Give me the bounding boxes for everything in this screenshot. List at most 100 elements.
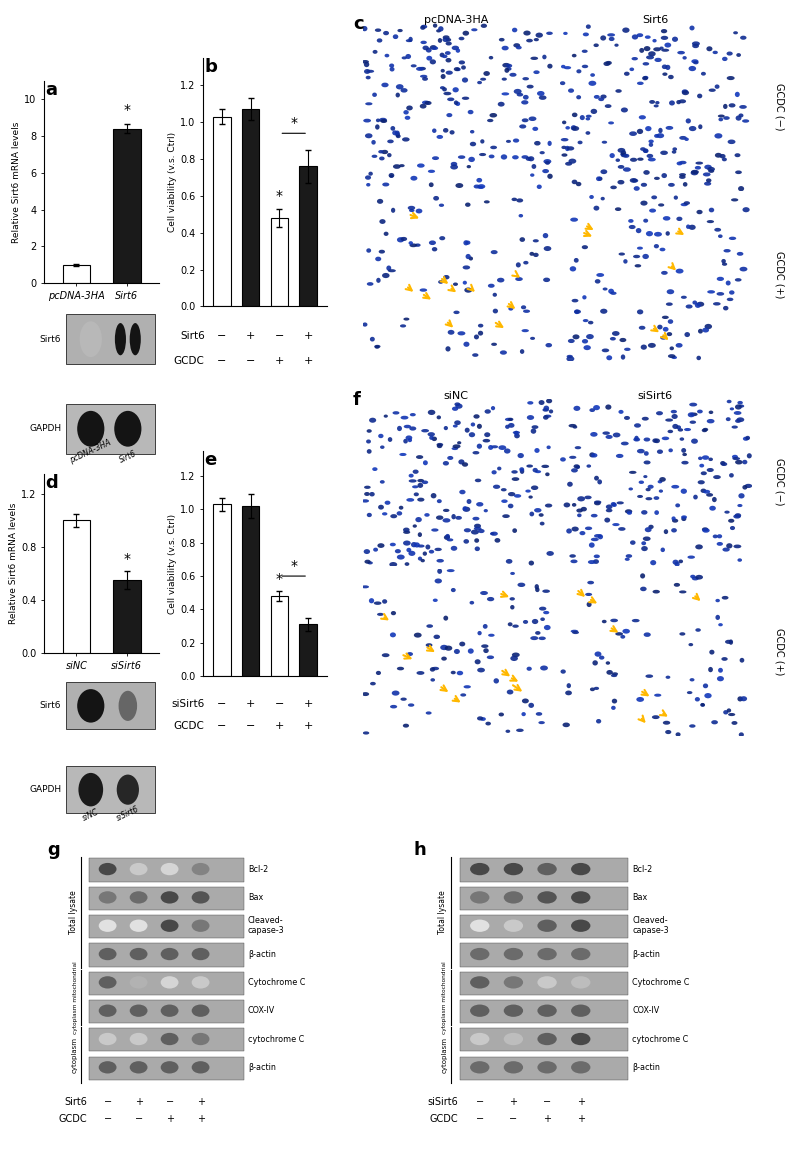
Ellipse shape — [446, 113, 453, 117]
Ellipse shape — [701, 472, 707, 475]
Ellipse shape — [130, 323, 141, 355]
Ellipse shape — [433, 23, 438, 28]
Ellipse shape — [417, 670, 425, 675]
Text: Bcl-2: Bcl-2 — [248, 865, 268, 874]
Ellipse shape — [130, 919, 147, 932]
Ellipse shape — [99, 919, 116, 932]
Ellipse shape — [654, 104, 658, 108]
Ellipse shape — [565, 162, 572, 165]
Ellipse shape — [745, 436, 750, 440]
Ellipse shape — [698, 457, 702, 460]
Ellipse shape — [391, 612, 396, 615]
Text: −: − — [104, 1097, 112, 1107]
Ellipse shape — [701, 72, 706, 75]
Ellipse shape — [443, 128, 449, 133]
Ellipse shape — [130, 1032, 147, 1045]
Ellipse shape — [432, 156, 439, 160]
Ellipse shape — [619, 338, 626, 342]
Ellipse shape — [693, 301, 697, 305]
Ellipse shape — [368, 171, 373, 176]
Ellipse shape — [430, 45, 437, 50]
Text: +: + — [197, 1097, 205, 1107]
Ellipse shape — [537, 1005, 557, 1017]
Ellipse shape — [130, 1061, 147, 1074]
Text: GCDC: GCDC — [174, 721, 205, 732]
Ellipse shape — [571, 468, 578, 473]
Ellipse shape — [568, 88, 574, 92]
Ellipse shape — [681, 89, 688, 94]
Ellipse shape — [716, 599, 720, 602]
Ellipse shape — [532, 239, 539, 243]
Ellipse shape — [665, 418, 673, 422]
Ellipse shape — [512, 477, 520, 481]
Ellipse shape — [505, 68, 509, 73]
Ellipse shape — [718, 235, 723, 238]
Ellipse shape — [509, 73, 516, 76]
Ellipse shape — [367, 513, 372, 517]
Ellipse shape — [366, 76, 371, 80]
Ellipse shape — [697, 409, 703, 414]
Ellipse shape — [441, 69, 445, 73]
Ellipse shape — [512, 28, 517, 32]
Ellipse shape — [602, 141, 607, 143]
Ellipse shape — [395, 549, 401, 554]
Ellipse shape — [713, 51, 718, 54]
Ellipse shape — [488, 283, 495, 288]
Ellipse shape — [361, 60, 369, 64]
Ellipse shape — [532, 468, 538, 473]
Ellipse shape — [504, 449, 511, 453]
Ellipse shape — [364, 560, 371, 564]
Ellipse shape — [453, 87, 459, 92]
Ellipse shape — [406, 498, 414, 502]
Ellipse shape — [469, 257, 473, 260]
Ellipse shape — [491, 406, 495, 410]
Ellipse shape — [491, 250, 497, 254]
Ellipse shape — [523, 261, 528, 265]
FancyBboxPatch shape — [89, 1057, 244, 1080]
Text: −: − — [275, 698, 284, 709]
Ellipse shape — [637, 449, 645, 453]
Ellipse shape — [462, 506, 470, 512]
Ellipse shape — [403, 527, 410, 532]
Ellipse shape — [587, 580, 594, 585]
Ellipse shape — [497, 277, 505, 282]
Ellipse shape — [396, 84, 403, 89]
Ellipse shape — [440, 53, 445, 58]
Ellipse shape — [458, 60, 465, 65]
Ellipse shape — [704, 181, 711, 186]
Ellipse shape — [465, 202, 470, 207]
Ellipse shape — [662, 73, 667, 76]
Ellipse shape — [525, 489, 531, 492]
Ellipse shape — [478, 529, 485, 533]
Ellipse shape — [644, 46, 650, 51]
Ellipse shape — [693, 495, 698, 499]
Ellipse shape — [586, 114, 591, 118]
Ellipse shape — [512, 431, 520, 435]
Ellipse shape — [673, 583, 680, 587]
Ellipse shape — [703, 490, 710, 494]
Ellipse shape — [579, 116, 585, 120]
Text: siSirt6: siSirt6 — [638, 391, 673, 401]
Ellipse shape — [422, 45, 429, 50]
Ellipse shape — [739, 105, 747, 109]
Ellipse shape — [654, 438, 660, 443]
Ellipse shape — [474, 527, 481, 531]
Ellipse shape — [497, 102, 505, 106]
Ellipse shape — [646, 55, 654, 59]
Ellipse shape — [420, 104, 426, 109]
Ellipse shape — [728, 237, 736, 240]
Ellipse shape — [365, 133, 372, 139]
Ellipse shape — [618, 410, 623, 414]
Ellipse shape — [378, 505, 384, 510]
Ellipse shape — [611, 502, 616, 506]
FancyBboxPatch shape — [460, 914, 628, 939]
Ellipse shape — [468, 110, 473, 114]
Ellipse shape — [504, 1005, 523, 1017]
Ellipse shape — [736, 417, 744, 422]
Ellipse shape — [531, 429, 536, 434]
Ellipse shape — [634, 423, 641, 428]
Ellipse shape — [454, 649, 460, 654]
Ellipse shape — [686, 224, 690, 229]
Ellipse shape — [543, 277, 550, 282]
Bar — [113, 128, 140, 283]
